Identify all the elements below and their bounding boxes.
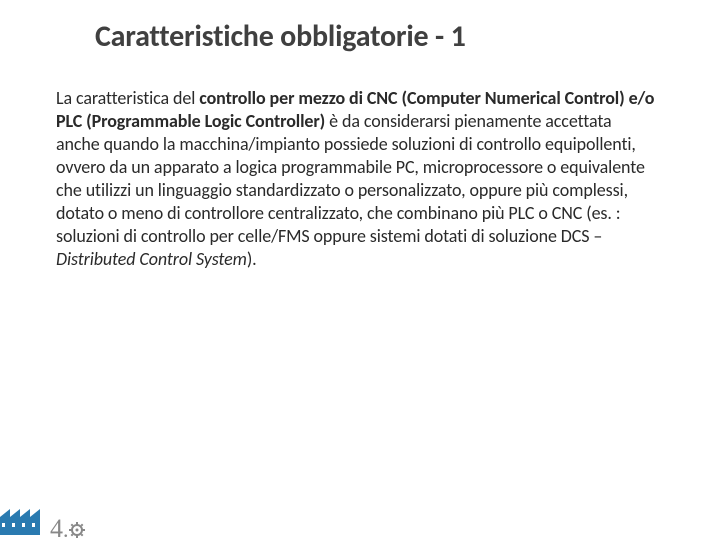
text-part1: La caratteristica del — [56, 87, 199, 109]
slide-title: Caratteristiche obbligatorie - 1 — [95, 18, 720, 55]
gear-icon — [69, 515, 85, 545]
logo: 4. — [0, 499, 85, 540]
text-part3: ). — [247, 248, 257, 270]
body-paragraph: La caratteristica del controllo per mezz… — [56, 87, 656, 271]
factory-icon — [0, 499, 48, 540]
text-italic1: Distributed Control System — [56, 248, 247, 270]
slide-container: Caratteristiche obbligatorie - 1 La cara… — [0, 18, 720, 558]
logo-number: 4 — [50, 514, 63, 543]
